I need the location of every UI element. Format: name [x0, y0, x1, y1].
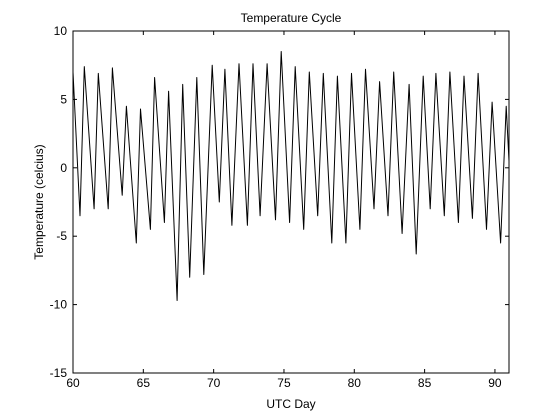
x-tick-label: 85: [418, 376, 432, 390]
x-tick-label: 65: [137, 376, 151, 390]
y-axis-label: Temperature (celcius): [32, 144, 46, 259]
y-tick-label: 0: [60, 161, 67, 175]
y-tick-label: -5: [56, 229, 67, 243]
plot-frame: [72, 30, 510, 374]
y-tick-label: -10: [50, 298, 68, 312]
x-tick-label: 75: [277, 376, 291, 390]
x-axis-label: UTC Day: [266, 397, 315, 411]
chart-title: Temperature Cycle: [241, 11, 342, 25]
tick-layer: 60 65 70 75 80 85 90 -15 -10 -5 0 5 10: [50, 24, 509, 390]
y-tick-label: 5: [60, 92, 67, 106]
x-tick-label: 90: [488, 376, 502, 390]
y-tick-label: 10: [54, 24, 68, 38]
series-layer: [72, 51, 510, 301]
x-tick-label: 70: [207, 376, 221, 390]
x-tick-label: 60: [66, 376, 80, 390]
temperature-series-line: [72, 51, 510, 301]
x-tick-label: 80: [348, 376, 362, 390]
y-tick-label: -15: [50, 366, 68, 380]
